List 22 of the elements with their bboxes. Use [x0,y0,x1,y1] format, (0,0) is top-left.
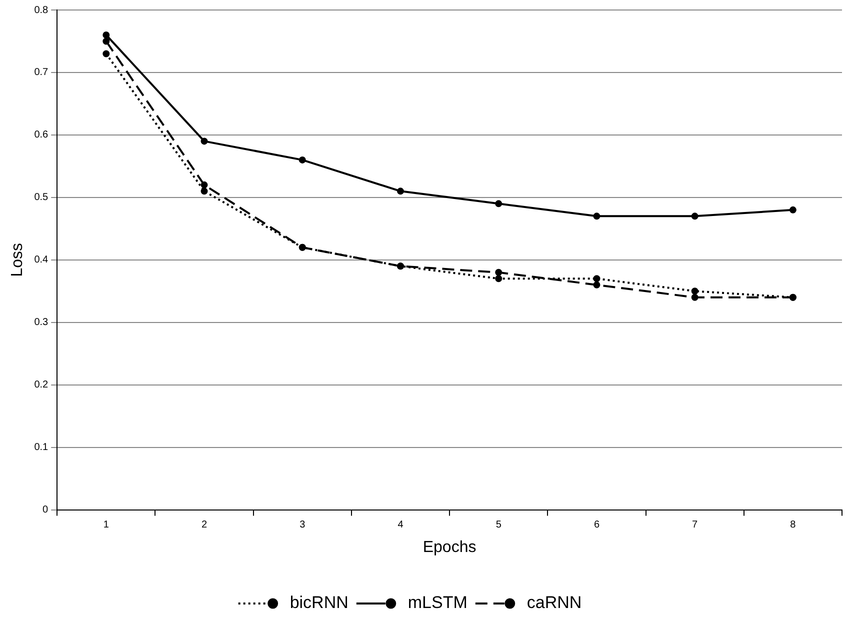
y-tick-label: 0.5 [34,192,49,204]
x-tick-label: 5 [496,520,502,531]
legend-label: mLSTM [408,593,468,612]
y-tick-label: 0 [42,504,49,516]
legend-label: caRNN [526,593,582,612]
x-tick-label: 8 [790,520,796,531]
legend-label: bicRNN [290,593,348,612]
x-tick-label: 1 [103,520,110,531]
y-axis-title: Loss [9,243,26,277]
x-axis-title: Epochs [422,538,476,556]
y-tick-label: 0.1 [34,442,49,454]
x-tick-label: 4 [398,520,404,531]
x-tick-label: 6 [594,520,600,531]
x-tick-label: 3 [300,520,306,531]
y-tick-label: 0.7 [34,67,49,78]
x-tick-label: 7 [692,520,698,531]
y-tick-label: 0.2 [34,380,49,391]
x-tick-label: 2 [201,520,208,531]
y-tick-label: 0.8 [34,4,49,16]
y-tick-label: 0.4 [34,254,49,266]
y-tick-label: 0.6 [34,130,49,141]
y-tick-label: 0.3 [34,317,49,328]
